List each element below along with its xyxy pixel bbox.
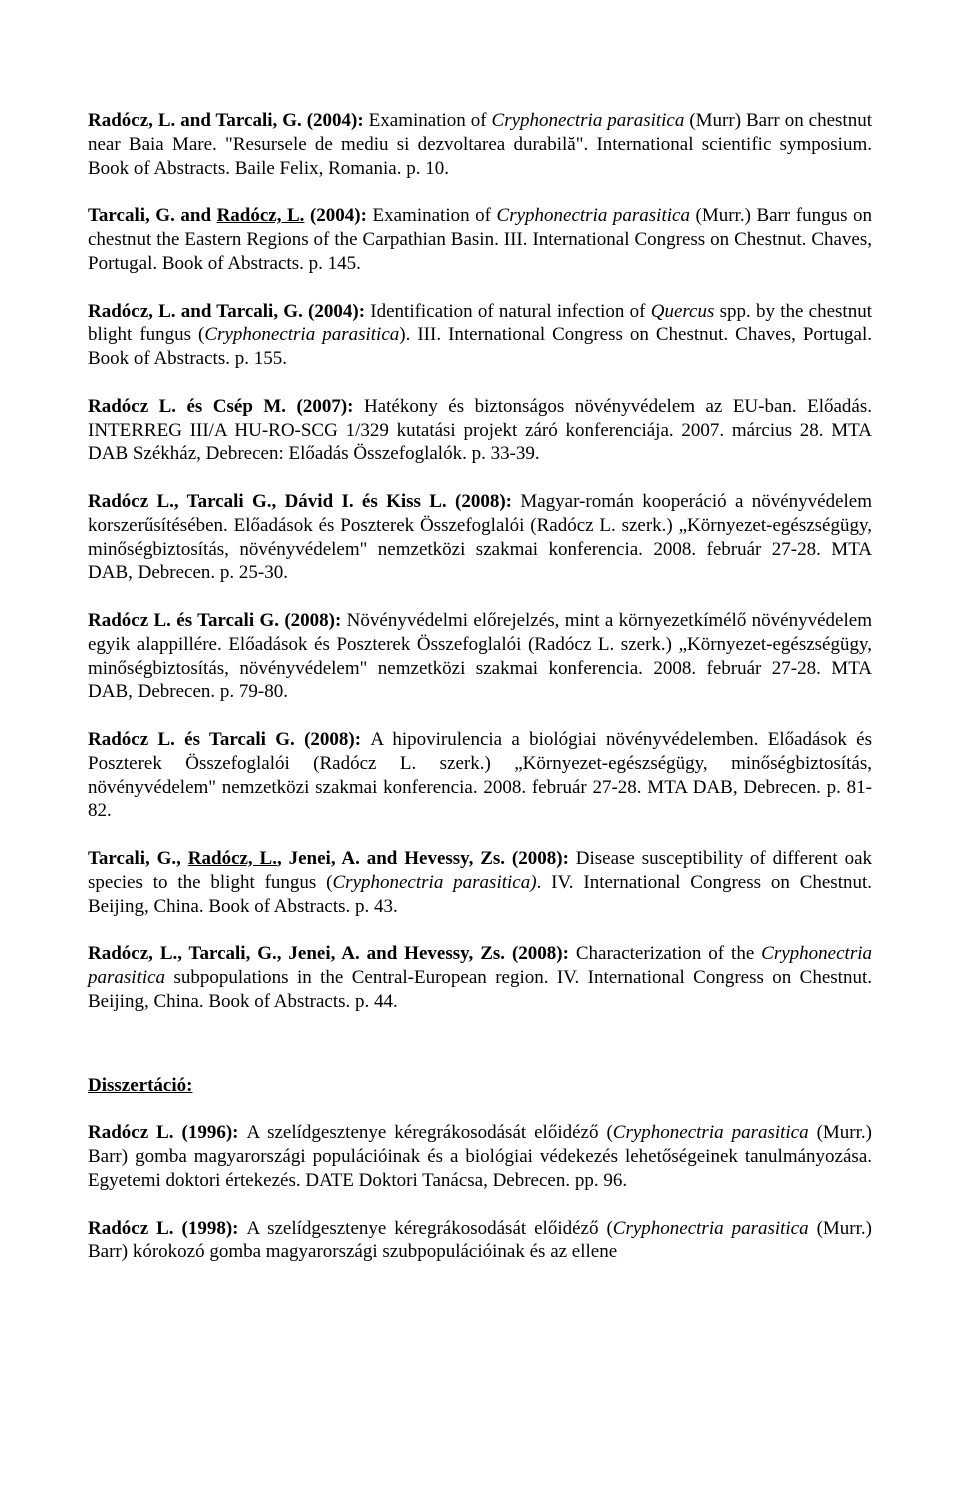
text-segment: Radócz, L. and Tarcali, G. (2004): [88, 110, 369, 131]
bibliography-entry: Radócz L. és Tarcali G. (2008): A hipovi… [88, 728, 872, 823]
text-segment: Radócz L. (1996): [88, 1122, 246, 1143]
bibliography-entry: Radócz L. (1998): A szelídgesztenye kére… [88, 1217, 872, 1265]
text-segment: Cryphonectria parasitica [613, 1218, 809, 1239]
text-segment: Radócz L. és Tarcali G. (2008): [88, 610, 347, 631]
bibliography-entry: Radócz, L. and Tarcali, G. (2004): Ident… [88, 300, 872, 371]
text-segment: , Jenei, A. and Hevessy, Zs. (2008): [277, 848, 576, 869]
text-segment: A szelídgesztenye kéregrákosodását előid… [246, 1122, 612, 1143]
bibliography-entry: Radócz, L., Tarcali, G., Jenei, A. and H… [88, 942, 872, 1013]
text-segment: Cryphonectria parasitica [613, 1122, 809, 1143]
text-segment: Radócz, L. [217, 205, 305, 226]
text-segment: Radócz L. és Tarcali G. (2008): [88, 729, 370, 750]
text-segment: subpopulations in the Central-European r… [88, 967, 872, 1012]
text-segment: Radócz L. és Csép M. (2007): [88, 396, 364, 417]
bibliography-entry: Radócz L. (1996): A szelídgesztenye kére… [88, 1121, 872, 1192]
text-segment: Cryphonectria parasitica) [333, 872, 537, 893]
bibliography-entry: Radócz L. és Tarcali G. (2008): Növényvé… [88, 609, 872, 704]
bibliography-entry: Radócz L., Tarcali G., Dávid I. és Kiss … [88, 490, 872, 585]
text-segment: Examination of [369, 110, 492, 131]
text-segment: Examination of [373, 205, 497, 226]
text-segment: Tarcali, G., [88, 848, 188, 869]
text-segment: Radócz, L. and Tarcali, G. (2004): [88, 301, 370, 322]
text-segment: Radócz L. (1998): [88, 1218, 246, 1239]
text-segment: Tarcali, G. and [88, 205, 217, 226]
bibliography-entry: Radócz, L. and Tarcali, G. (2004): Exami… [88, 109, 872, 180]
text-segment: Quercus [651, 301, 715, 322]
text-segment: Identification of natural infection of [370, 301, 650, 322]
bibliography-entries: Radócz, L. and Tarcali, G. (2004): Exami… [88, 109, 872, 1014]
dissertation-entries: Radócz L. (1996): A szelídgesztenye kére… [88, 1121, 872, 1264]
text-segment: Radócz, L. [188, 848, 277, 869]
bibliography-entry: Radócz L. és Csép M. (2007): Hatékony és… [88, 395, 872, 466]
bibliography-entry: Tarcali, G., Radócz, L., Jenei, A. and H… [88, 847, 872, 918]
bibliography-entry: Tarcali, G. and Radócz, L. (2004): Exami… [88, 204, 872, 275]
text-segment: Cryphonectria parasitica [497, 205, 690, 226]
text-segment: Cryphonectria parasitica [492, 110, 685, 131]
text-segment: Characterization of the [576, 943, 761, 964]
dissertation-section-title: Disszertáció: [88, 1074, 872, 1098]
text-segment: Radócz L., Tarcali G., Dávid I. és Kiss … [88, 491, 520, 512]
text-segment: (2004): [304, 205, 372, 226]
text-segment: Cryphonectria parasitica [204, 324, 399, 345]
text-segment: A szelídgesztenye kéregrákosodását előid… [246, 1218, 612, 1239]
text-segment: Radócz, L., Tarcali, G., Jenei, A. and H… [88, 943, 576, 964]
